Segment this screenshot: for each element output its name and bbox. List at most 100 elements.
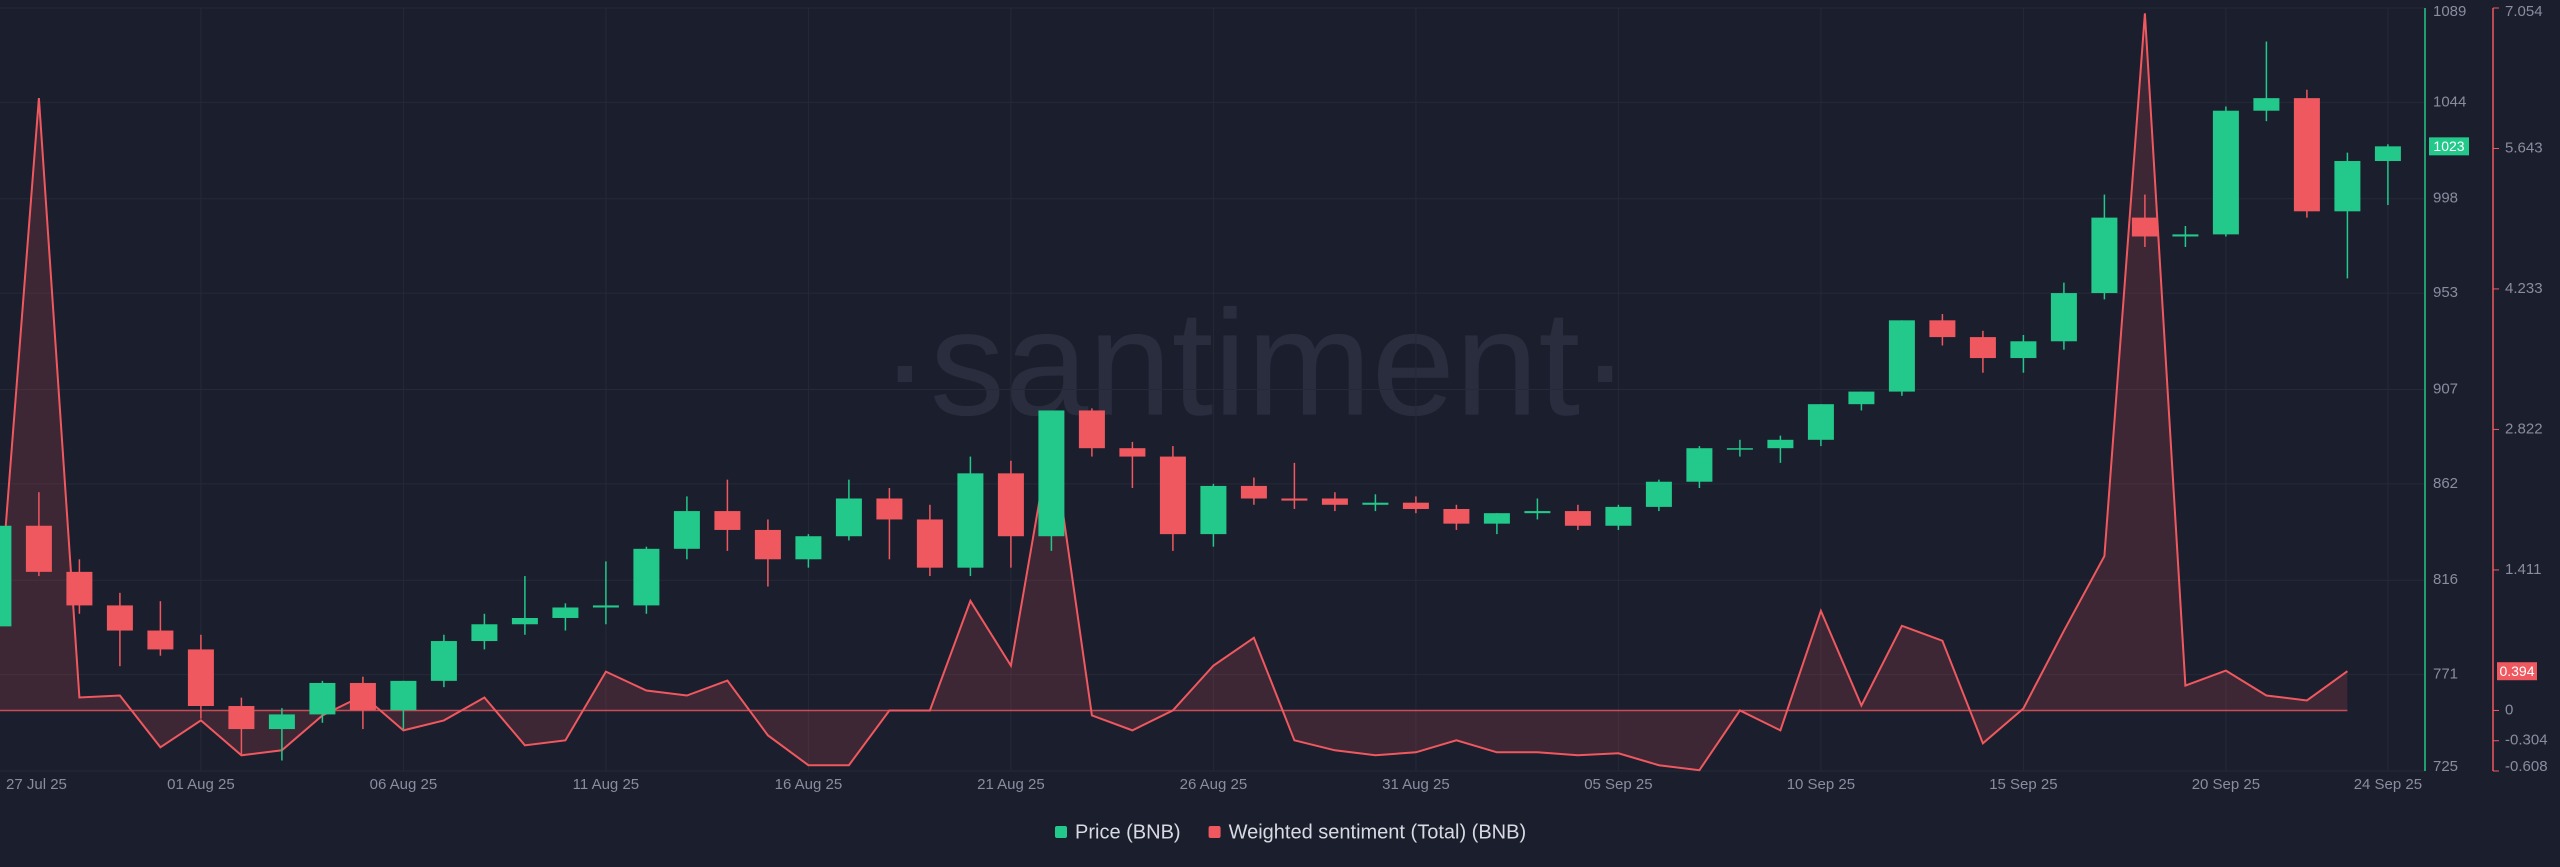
- candle-body: [1969, 337, 1996, 359]
- candle-body: [1240, 485, 1267, 499]
- candle-body: [1807, 404, 1834, 440]
- candle-body: [25, 525, 52, 572]
- candle-body: [1605, 506, 1632, 526]
- candle-body: [957, 473, 984, 568]
- sentiment-series: [0, 13, 2348, 772]
- candle-body: [106, 605, 133, 631]
- candle-body: [1483, 513, 1510, 524]
- candle-body: [1119, 448, 1146, 457]
- candle-body: [390, 680, 417, 711]
- candle-body: [2010, 341, 2037, 359]
- candle-body: [2131, 217, 2158, 237]
- candle-body: [1564, 511, 1591, 526]
- sentiment-area: [0, 13, 2348, 771]
- candle-body: [1848, 391, 1875, 405]
- x-tick-label: 05 Sep 25: [1584, 776, 1652, 793]
- candle-body: [1402, 502, 1429, 509]
- legend-label: Weighted sentiment (Total) (BNB): [1229, 821, 1527, 843]
- price-label-bg: [2429, 137, 2469, 156]
- candle-body: [2374, 146, 2401, 162]
- candle-body: [552, 607, 579, 618]
- candle-body: [1686, 448, 1713, 482]
- candle-body: [1767, 439, 1794, 449]
- candle-body: [1524, 511, 1551, 514]
- candle-body: [430, 641, 457, 681]
- y-tick-label: 771: [2433, 666, 2458, 683]
- legend-label: Price (BNB): [1075, 821, 1181, 843]
- candle-body: [2293, 98, 2320, 212]
- price-label: 1023: [2433, 138, 2464, 154]
- legend-swatch: [1055, 826, 1067, 838]
- y-tick-label: 862: [2433, 475, 2458, 492]
- candle-body: [2050, 293, 2077, 342]
- candle-body: [66, 571, 93, 606]
- x-tick-label: 26 Aug 25: [1180, 776, 1248, 793]
- candle-body: [1443, 508, 1470, 524]
- y2-tick-label: 2.822: [2505, 420, 2543, 437]
- sentiment-label: 0.394: [2499, 663, 2534, 679]
- candle-body: [309, 682, 336, 715]
- candle-body: [1200, 485, 1227, 535]
- x-tick-label: 01 Aug 25: [167, 776, 235, 793]
- x-tick-label: 16 Aug 25: [775, 776, 843, 793]
- candle-body: [633, 548, 660, 606]
- y2-tick-label: 5.643: [2505, 139, 2543, 156]
- candle-body: [349, 682, 376, 711]
- candle-body: [2091, 217, 2118, 294]
- y2-tick-label: 4.233: [2505, 280, 2543, 297]
- candle-body: [835, 498, 862, 537]
- candle-body: [1321, 498, 1348, 505]
- y-tick-label: 1089: [2433, 3, 2466, 20]
- y-tick-label: 998: [2433, 190, 2458, 207]
- candle-body: [2334, 161, 2361, 212]
- candle-body: [592, 605, 619, 608]
- candle-body: [795, 536, 822, 560]
- candle-body: [754, 529, 781, 560]
- x-tick-label: 21 Aug 25: [977, 776, 1045, 793]
- y-tick-label: 1044: [2433, 93, 2466, 110]
- candle-body: [2212, 110, 2239, 235]
- x-tick-label: 31 Aug 25: [1382, 776, 1450, 793]
- y2-tick-label: -0.304: [2505, 732, 2548, 749]
- x-tick-label: 27 Jul 25: [6, 776, 67, 793]
- candle-body: [1038, 410, 1065, 537]
- y2-tick-label: -0.608: [2505, 758, 2548, 775]
- candle-body: [1362, 502, 1389, 505]
- sentiment-label-bg: [2497, 662, 2537, 681]
- legend-swatch: [1208, 826, 1221, 838]
- y-tick-label: 953: [2433, 284, 2458, 301]
- candle-body: [2253, 98, 2280, 111]
- x-tick-label: 11 Aug 25: [573, 776, 639, 793]
- candle-body: [228, 706, 255, 730]
- y-tick-label: 725: [2433, 758, 2458, 775]
- candle-body: [1726, 448, 1753, 450]
- candle-body: [997, 473, 1024, 537]
- x-tick-label: 10 Sep 25: [1787, 776, 1855, 793]
- x-tick-label: 24 Sep 25: [2354, 776, 2422, 793]
- candle-body: [1645, 481, 1672, 507]
- watermark: ·santiment·: [880, 279, 1630, 447]
- candle-body: [147, 630, 174, 650]
- candle-body: [1281, 498, 1308, 501]
- candle-body: [1159, 456, 1186, 535]
- candle-body: [1888, 320, 1915, 392]
- y-tick-label: 907: [2433, 380, 2458, 397]
- y-tick-label: 816: [2433, 571, 2458, 588]
- candle-body: [0, 525, 12, 627]
- candle-body: [916, 519, 943, 568]
- x-tick-label: 20 Sep 25: [2192, 776, 2260, 793]
- candle-body: [511, 617, 538, 625]
- y2-tick-label: 7.054: [2505, 3, 2543, 20]
- y2-tick-label: 0: [2505, 701, 2513, 718]
- candle-body: [1929, 320, 1956, 338]
- candle-body: [2172, 234, 2199, 237]
- x-tick-label: 06 Aug 25: [370, 776, 438, 793]
- candle-body: [876, 498, 903, 520]
- y2-tick-label: 1.411: [2505, 561, 2541, 578]
- x-tick-label: 15 Sep 25: [1989, 776, 2057, 793]
- candle-body: [1078, 410, 1105, 449]
- candle-body: [268, 714, 295, 730]
- candle-body: [471, 624, 498, 642]
- candle-body: [714, 511, 741, 530]
